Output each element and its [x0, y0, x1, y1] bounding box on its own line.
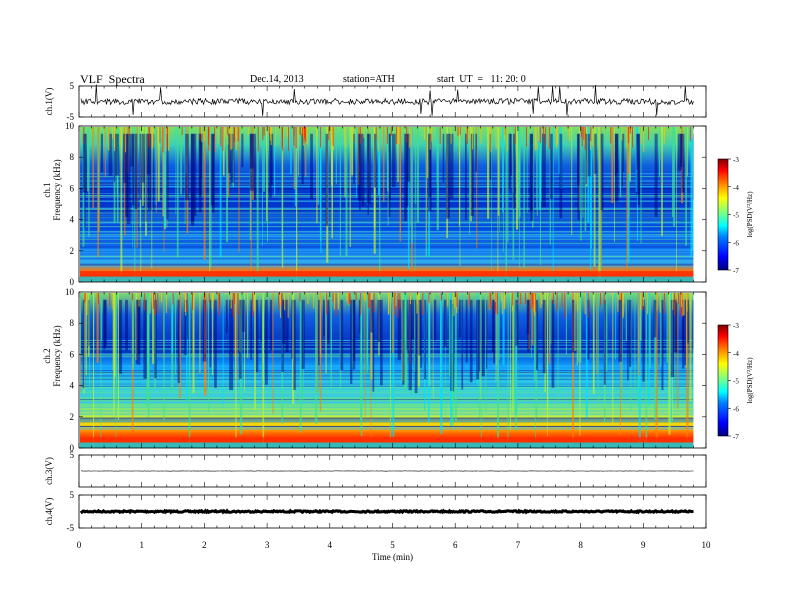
x-tick-label: 10: [702, 540, 712, 550]
panel-3-ytick-label: 6: [70, 349, 75, 359]
panel-1-ytick-label: 5: [70, 81, 75, 91]
colorbar-tick-label: -6: [733, 405, 739, 413]
station-label: station=ATH: [343, 74, 395, 85]
panel-3-channel-label: ch.2: [42, 348, 52, 363]
panel-1-ylabel: ch.1(V): [44, 88, 54, 116]
panel-3-ylabel: Frequency (kHz): [52, 325, 62, 386]
colorbar-tick-label: -5: [733, 212, 739, 220]
colorbar-tick-label: -4: [733, 184, 739, 192]
panel-3: 0 2 4 6 8 10 ch.2 Frequency (kHz): [42, 287, 707, 453]
colorbar-ch1: -3 -4 -5 -6 -7 log(PSD(V²/Hz): [717, 156, 754, 275]
panel-5: 5 -5 ch.4(V): [44, 490, 707, 533]
colorbar-tick-label: -6: [733, 239, 739, 247]
panel-2-ytick-label: 8: [70, 152, 75, 162]
x-tick-label: 1: [139, 540, 144, 550]
colorbar-tick-label: -7: [733, 267, 739, 275]
panel-2-ytick-label: 0: [70, 277, 75, 287]
panel-3-ytick-label: 4: [70, 381, 75, 391]
panel-5-ytick-label: 5: [70, 490, 75, 500]
colorbar-ch2: -3 -4 -5 -6 -7 log(PSD(V²/Hz): [717, 322, 754, 441]
panel-3-ytick-label: 10: [65, 287, 75, 297]
colorbar-tick-label: -5: [733, 378, 739, 386]
panel-3-ytick-label: 2: [70, 412, 75, 422]
panel-2-ytick-label: 10: [65, 121, 75, 131]
x-tick-label: 9: [641, 540, 646, 550]
panel-5-ylabel: ch.4(V): [44, 498, 54, 526]
ch1-waveform: [80, 84, 694, 116]
panel-2-channel-label: ch.1: [42, 182, 52, 197]
x-tick-label: 6: [453, 540, 458, 550]
panel-2-ytick-label: 4: [70, 215, 75, 225]
panel-2-ylabel: Frequency (kHz): [52, 159, 62, 220]
x-tick-label: 8: [578, 540, 583, 550]
ch1-spectrogram-image: [80, 127, 694, 282]
x-tick-label: 5: [390, 540, 395, 550]
colorbar-tick-label: -7: [733, 433, 739, 441]
x-tick-label: 7: [516, 540, 521, 550]
x-tick-label: 0: [77, 540, 82, 550]
panel-5-ytick-label: -5: [67, 523, 75, 533]
colorbar-label: log(PSD(V²/Hz): [746, 357, 754, 404]
panel-2-ytick-label: 2: [70, 246, 75, 256]
panel-2: 0 2 4 6 8 10 ch.1 Frequency (kHz): [42, 121, 707, 287]
x-tick-label: 3: [265, 540, 270, 550]
panel-3-ytick-label: 0: [70, 443, 75, 453]
x-axis-label: Time (min): [372, 552, 413, 562]
date-label: Dec.14, 2013: [250, 74, 304, 85]
colorbar-tick-label: -3: [733, 322, 739, 330]
panel-2-ytick-label: 6: [70, 183, 75, 193]
panel-1-ytick-label: -5: [67, 112, 75, 122]
panel-4-ytick-label: 5: [70, 450, 75, 460]
ch4-waveform: [79, 508, 694, 515]
figure-title: VLF Spectra: [80, 72, 145, 86]
panel-1: 5 -5 ch.1(V): [44, 81, 707, 122]
panel-4-ylabel: ch.3(V): [44, 457, 54, 485]
panel-3-ytick-label: 8: [70, 318, 75, 328]
ch2-spectrogram-image: [80, 293, 694, 448]
panel-4: 5 ch.3(V): [44, 450, 707, 488]
x-tick-label: 2: [202, 540, 207, 550]
colorbar-tick-label: -3: [733, 156, 739, 164]
colorbar-tick-label: -4: [733, 350, 739, 358]
colorbar-label: log(PSD(V²/Hz): [746, 191, 754, 238]
x-tick-label: 4: [328, 540, 333, 550]
start-time-label: start UT = 11: 20: 0: [437, 74, 526, 85]
